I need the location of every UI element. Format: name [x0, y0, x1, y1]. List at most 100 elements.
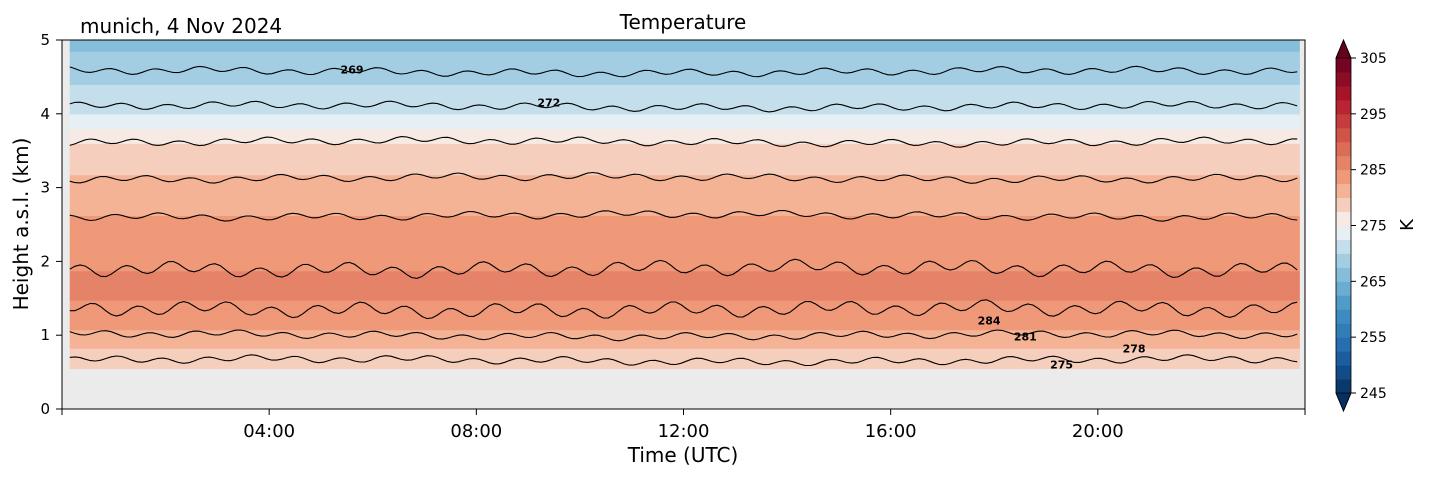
- temperature-band: [69, 128, 1300, 132]
- temperature-band: [69, 226, 1300, 229]
- temperature-band: [69, 95, 1300, 98]
- temperature-band: [69, 191, 1300, 194]
- colorbar-segment: [1336, 155, 1351, 171]
- temperature-band: [69, 182, 1300, 185]
- temperature-band: [69, 244, 1300, 248]
- contour-line-272: [69, 100, 1298, 113]
- temperature-band: [69, 351, 1300, 355]
- temperature-band: [69, 289, 1300, 292]
- y-tick-label: 1: [40, 326, 50, 344]
- colorbar-tick-label: 305: [1360, 51, 1387, 67]
- colorbar-tick-label: 265: [1360, 274, 1387, 290]
- temperature-band: [69, 259, 1300, 262]
- temperature-band: [69, 93, 1300, 96]
- colorbar-segment: [1336, 113, 1351, 129]
- colorbar-segment: [1336, 379, 1351, 394]
- contour-line-280: [69, 171, 1298, 184]
- temperature-band: [69, 115, 1300, 119]
- temperature-band: [69, 143, 1300, 146]
- temperature-band: [69, 47, 1300, 50]
- contour-line-278: [69, 329, 1298, 342]
- contour-label-269: 269: [341, 64, 364, 77]
- temperature-band: [69, 263, 1300, 266]
- temperature-band: [69, 194, 1300, 198]
- temperature-band: [69, 329, 1300, 333]
- temperature-band: [69, 178, 1300, 181]
- temperature-band: [69, 52, 1300, 56]
- temperature-band: [69, 165, 1300, 168]
- temperature-band: [69, 266, 1300, 270]
- x-axis: 04:00 08:00 12:00 16:00 20:00: [61, 409, 1306, 442]
- temperature-band: [69, 294, 1300, 298]
- colorbar-segment: [1336, 225, 1351, 240]
- temperature-band: [69, 65, 1300, 69]
- temperature-band: [69, 325, 1300, 329]
- colorbar-segment: [1336, 211, 1351, 226]
- temperature-band: [69, 84, 1300, 87]
- colorbar-tick-label: 285: [1360, 163, 1387, 179]
- contour-line-283: [69, 209, 1298, 222]
- y-axis-label: Height a.s.l. (km): [9, 138, 33, 311]
- colorbar-segment: [1336, 169, 1351, 185]
- temperature-band: [69, 283, 1300, 286]
- temperature-band: [69, 89, 1300, 93]
- temperature-band: [69, 359, 1300, 362]
- temperature-band: [69, 102, 1300, 106]
- colorbar-segment: [1336, 71, 1351, 87]
- temperature-band: [69, 355, 1300, 358]
- temperature-band: [69, 110, 1300, 113]
- x-tick-label: 12:00: [658, 421, 710, 442]
- temperature-band: [69, 106, 1300, 109]
- temperature-band: [69, 311, 1300, 314]
- temperature-band: [69, 134, 1300, 137]
- temperature-band: [69, 209, 1300, 213]
- colorbar-segment: [1336, 197, 1351, 213]
- temperature-band: [69, 228, 1300, 231]
- temperature-band: [69, 71, 1300, 74]
- temperature-band: [69, 218, 1300, 222]
- contour-line-281: [69, 299, 1298, 320]
- temperature-band: [69, 75, 1300, 78]
- temperature-band: [69, 123, 1300, 126]
- temperature-band: [69, 207, 1300, 211]
- temperature-band: [69, 147, 1300, 150]
- temperature-band: [69, 230, 1300, 233]
- y-tick-label: 3: [40, 179, 50, 197]
- colorbar-tick-label: 295: [1360, 107, 1387, 123]
- temperature-band: [69, 163, 1300, 167]
- colorbar-segment: [1336, 281, 1351, 296]
- temperature-band: [69, 335, 1300, 338]
- colorbar-extend-max: [1335, 38, 1352, 59]
- y-tick-label: 2: [40, 252, 50, 270]
- contour-line-269: [69, 65, 1298, 78]
- colorbar-tick-label: 255: [1360, 330, 1387, 346]
- temperature-band: [69, 231, 1300, 235]
- colorbar-segment: [1336, 267, 1351, 282]
- y-tick-label: 4: [40, 105, 50, 123]
- temperature-band: [69, 292, 1300, 296]
- temperature-band: [69, 272, 1300, 275]
- colorbar-segment: [1336, 309, 1351, 324]
- colorbar-segment: [1336, 127, 1351, 143]
- contour-label-275: 275: [1050, 359, 1073, 372]
- temperature-band: [69, 349, 1300, 353]
- temperature-band: [69, 63, 1300, 67]
- temperature-band: [69, 316, 1300, 320]
- contour-lines: [69, 65, 1298, 367]
- temperature-band: [69, 340, 1300, 344]
- temperature-band: [69, 69, 1300, 72]
- temperature-band: [69, 169, 1300, 172]
- colorbar-tick-label: 275: [1360, 219, 1387, 235]
- temperature-band: [69, 338, 1300, 342]
- temperature-band: [69, 185, 1300, 189]
- x-axis-label: Time (UTC): [627, 443, 739, 467]
- temperature-band: [69, 51, 1300, 54]
- temperature-band: [69, 237, 1300, 240]
- temperature-band: [69, 235, 1300, 239]
- temperature-band: [69, 254, 1300, 257]
- temperature-band: [69, 150, 1300, 154]
- temperature-band: [69, 215, 1300, 218]
- temperature-band: [69, 300, 1300, 303]
- temperature-band: [69, 320, 1300, 323]
